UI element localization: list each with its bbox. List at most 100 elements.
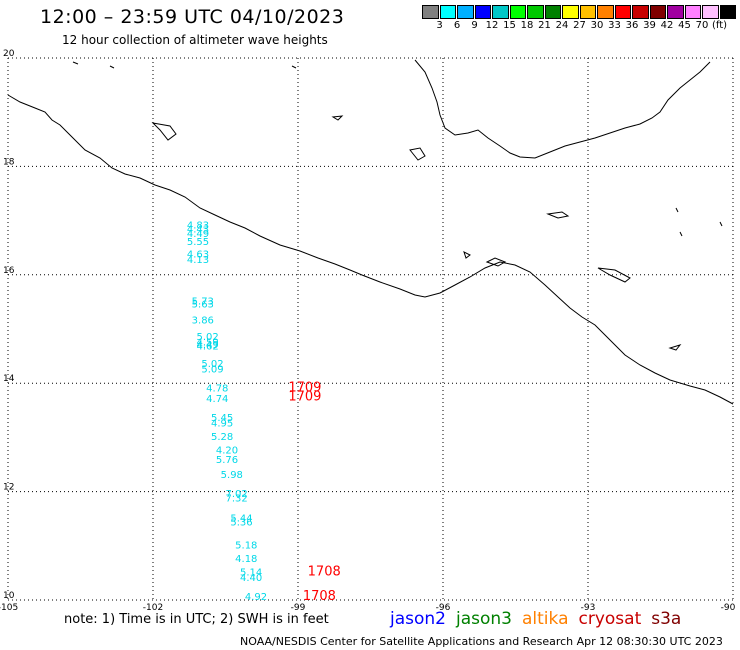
credit-line: NOAA/NESDIS Center for Satellite Applica… — [240, 635, 723, 648]
legend-swatch — [422, 5, 439, 19]
wave-height-label: 4.40 — [240, 573, 262, 584]
legend-swatch — [509, 5, 526, 19]
wave-height-label: 4.95 — [211, 419, 233, 430]
legend-label: 6 — [453, 20, 461, 31]
wave-height-label: 4.13 — [187, 255, 209, 266]
legend-label: (ft) — [711, 20, 728, 31]
wave-height-label: 5.63 — [192, 299, 214, 310]
satellite-name: altika — [522, 609, 569, 629]
legend-label: 21 — [538, 20, 551, 31]
island-5 — [485, 257, 507, 267]
wave-height-label: 4.43 — [187, 225, 209, 236]
legend-label: 18 — [520, 20, 534, 31]
lon-tick-label: -105 — [0, 603, 18, 613]
legend-label: 12 — [485, 20, 499, 31]
coastline — [7, 59, 734, 405]
wave-height-label: 5.44 — [230, 513, 252, 524]
wave-height-label: 5.73 — [192, 297, 214, 308]
island-6 — [463, 251, 471, 259]
legend-swatch — [684, 5, 701, 19]
axis-labels: -105 -102 -99 -96 -93 -90 20 18 16 14 12 10 — [0, 49, 736, 613]
legend-label: 3 — [436, 20, 443, 31]
legend-swatches — [422, 5, 737, 19]
island-4 — [597, 267, 631, 283]
lat-tick-label: 16 — [3, 266, 15, 276]
wave-height-label: 4.20 — [216, 446, 238, 457]
island-3 — [546, 211, 570, 219]
legend-label: 36 — [625, 20, 639, 31]
legend-label: 39 — [643, 20, 656, 31]
wave-height-label: 4.18 — [235, 554, 257, 565]
wave-height-label: 5.98 — [221, 470, 243, 481]
legend-swatch — [667, 5, 684, 19]
satellite-name: cryosat — [578, 609, 642, 629]
island-8 — [331, 115, 344, 121]
satellite-name: jason2 — [390, 609, 446, 629]
wave-height-label: 7.02 — [226, 489, 248, 500]
wave-height-label: 4.59 — [197, 337, 219, 348]
wave-height-label: 4.78 — [206, 383, 228, 394]
legend-label: 15 — [503, 20, 516, 31]
cryosat-time-label: 1708 — [303, 589, 336, 604]
lat-tick-label: 12 — [3, 483, 14, 493]
legend-swatch — [544, 5, 561, 19]
legend-swatch — [474, 5, 491, 19]
wave-height-label: 4.74 — [206, 394, 228, 405]
gulf-of-mexico-coast — [414, 59, 711, 159]
cryosat-time-label: 1708 — [308, 565, 341, 580]
legend-label: 24 — [555, 20, 569, 31]
legend-label: 33 — [608, 20, 621, 31]
legend-label: 42 — [660, 20, 674, 31]
map-grid — [7, 57, 734, 601]
footer-note: note: 1) Time is in UTC; 2) SWH is in fe… — [64, 612, 329, 627]
legend-label: 45 — [678, 20, 691, 31]
wave-height-label: 4.83 — [187, 221, 209, 232]
color-legend: 3 6 9 12 15 18 21 24 27 30 33 36 39 42 45 70 (ft) — [422, 5, 737, 33]
legend-swatch — [527, 5, 544, 19]
wave-height-label: 4.49 — [197, 340, 219, 351]
lat-tick-label: 20 — [3, 49, 15, 59]
wave-height-label: 5.02 — [201, 359, 223, 370]
wave-height-label: 5.14 — [240, 568, 262, 579]
legend-swatch — [492, 5, 509, 19]
lat-tick-label: 10 — [3, 591, 15, 601]
legend-swatch — [562, 5, 579, 19]
satellite-legend: jason2 jason3 altika cryosat s3a — [390, 609, 691, 629]
legend-swatch — [439, 5, 456, 19]
lon-tick-label: -93 — [581, 603, 596, 613]
wave-height-label: 4.62 — [197, 342, 219, 353]
map-title: 12:00 – 23:59 UTC 04/10/2023 — [40, 6, 345, 28]
island-7 — [668, 344, 682, 351]
island-9 — [72, 61, 723, 237]
legend-swatch — [632, 5, 649, 19]
wave-height-label: 5.28 — [211, 432, 233, 443]
wave-height-label: 5.09 — [201, 364, 223, 375]
legend-labels: 3 6 9 12 15 18 21 24 27 30 33 36 39 42 45 70 (ft) — [422, 19, 737, 33]
lat-tick-label: 18 — [3, 157, 15, 167]
lon-tick-label: -99 — [291, 603, 306, 613]
legend-label: 27 — [573, 20, 586, 31]
map-subtitle: 12 hour collection of altimeter wave hei… — [62, 33, 328, 47]
wave-height-label: 5.18 — [235, 541, 257, 552]
satellite-name: jason3 — [456, 609, 512, 629]
legend-swatch — [457, 5, 474, 19]
legend-swatch — [579, 5, 596, 19]
lon-tick-label: -90 — [721, 603, 736, 613]
wave-height-label: 5.55 — [187, 237, 209, 248]
wave-height-label: 5.45 — [211, 413, 233, 424]
wave-height-label: 3.86 — [192, 316, 214, 327]
wave-height-label: 4.49 — [187, 229, 209, 240]
lon-tick-label: -102 — [143, 603, 163, 613]
legend-label: 9 — [471, 20, 478, 31]
legend-swatch — [649, 5, 666, 19]
wave-height-label: 5.76 — [216, 455, 238, 466]
island-1 — [151, 122, 177, 141]
mexico-pacific-coast — [7, 94, 734, 405]
observations: 4.834.434.495.554.634.135.735.633.865.02… — [187, 221, 341, 604]
cryosat-time-label: 1709 — [288, 380, 321, 395]
wave-height-label: 4.92 — [245, 592, 267, 603]
wave-height-label: 5.36 — [230, 518, 252, 529]
lon-tick-label: -96 — [436, 603, 451, 613]
satellite-name: s3a — [651, 609, 682, 629]
